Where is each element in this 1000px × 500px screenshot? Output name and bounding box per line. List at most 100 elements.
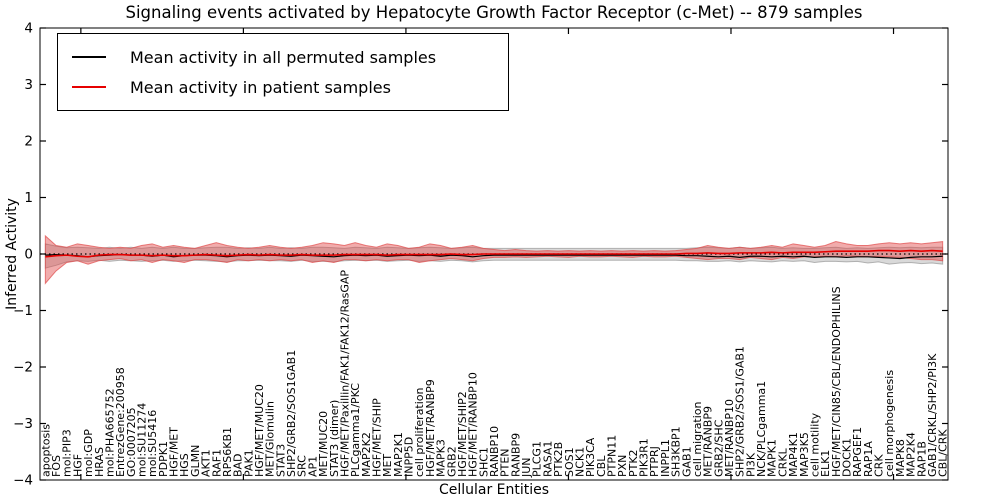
x-category-label: GLMN bbox=[189, 445, 202, 477]
x-category-label: PIK3CA bbox=[584, 437, 597, 477]
x-category-label: mol:PIP3 bbox=[61, 429, 74, 477]
x-category-label: HRAS bbox=[93, 447, 106, 477]
x-category-label: GO:0007205 bbox=[125, 407, 138, 477]
x-category-label: HGF/MET/RANBP9 bbox=[424, 379, 437, 477]
x-category-label: RAP1B bbox=[915, 441, 928, 477]
y-tick-label: 2 bbox=[24, 134, 33, 150]
x-category-label: MAP4K1 bbox=[787, 432, 800, 477]
y-tick-label: −1 bbox=[13, 303, 33, 319]
x-category-label: CRKL bbox=[776, 447, 789, 477]
x-category-label: MET/MUC20 bbox=[317, 411, 330, 477]
x-category-label: SRC bbox=[296, 455, 309, 477]
x-category-label: CBL/CRK bbox=[937, 429, 950, 477]
x-category-label: MET/Glomulin bbox=[264, 401, 277, 477]
y-tick-label: 1 bbox=[24, 190, 33, 206]
x-category-label: HGS bbox=[178, 453, 191, 477]
x-category-label: PIK3R1 bbox=[638, 438, 651, 477]
x-category-label: MET/RANBP9 bbox=[702, 406, 715, 477]
x-category-label: RAPGEF1 bbox=[851, 427, 864, 477]
chart-title: Signaling events activated by Hepatocyte… bbox=[125, 3, 863, 22]
x-category-label: INPP5D bbox=[403, 437, 416, 477]
patient-line-swatch bbox=[72, 86, 106, 88]
y-tick-label: 3 bbox=[24, 77, 33, 93]
x-category-label: MET/RANBP10 bbox=[723, 399, 736, 477]
x-category-label: NCK1 bbox=[573, 447, 586, 477]
x-category-label: cell proliferation bbox=[413, 387, 426, 477]
x-category-label: HGF/MET/Paxillin/FAK1/FAK12/RasGAP bbox=[338, 270, 351, 477]
x-category-label: cell motility bbox=[808, 412, 821, 477]
x-category-label: SH3KBP1 bbox=[670, 426, 683, 477]
x-category-label: MAPK8 bbox=[894, 439, 907, 477]
patient-band bbox=[44, 234, 944, 285]
x-category-label: AP1 bbox=[306, 456, 319, 477]
x-category-label: INPPL1 bbox=[659, 439, 672, 477]
x-category-label: FOS bbox=[50, 455, 63, 477]
x-category-label: cell morphogenesis bbox=[883, 370, 896, 477]
x-category-label: MAP3K5 bbox=[798, 432, 811, 477]
x-category-label: HGF/MET/MUC20 bbox=[253, 384, 266, 477]
x-category-label: mol:SU5416 bbox=[146, 410, 159, 477]
legend-label: Mean activity in all permuted samples bbox=[130, 47, 437, 67]
x-category-label: SHC1 bbox=[477, 447, 490, 477]
x-category-label: STAT3 (dimer) bbox=[328, 400, 341, 477]
x-category-label: HGF bbox=[71, 454, 84, 477]
x-category-label: GAB1/CRKL/SHP2/PI3K bbox=[926, 353, 939, 477]
x-category-label: SOS1 bbox=[563, 447, 576, 477]
y-axis-title: Inferred Activity bbox=[4, 198, 20, 310]
x-category-label: PI3K bbox=[744, 452, 757, 477]
y-tick-label: −4 bbox=[13, 473, 33, 489]
x-category-label: MAPK1 bbox=[766, 439, 779, 477]
x-category-label: PTK2 bbox=[627, 449, 640, 477]
x-category-label: PTEN bbox=[499, 448, 512, 477]
x-category-label: CRK bbox=[873, 454, 886, 477]
x-category-label: ELK1 bbox=[819, 450, 832, 477]
x-category-label: EntrezGene:200958 bbox=[114, 367, 127, 477]
x-category-label: RASA1 bbox=[541, 441, 554, 477]
x-category-label: MAP2K2 bbox=[360, 432, 373, 477]
x-category-label: apoptosis bbox=[39, 424, 52, 477]
legend: Mean activity in all permuted samples Me… bbox=[57, 33, 509, 111]
x-category-label: HGF/MET/SHIP2 bbox=[456, 391, 469, 477]
x-category-label: MET bbox=[381, 454, 394, 477]
x-category-label: mol:GDP bbox=[82, 429, 95, 477]
x-category-label: PTPN11 bbox=[606, 435, 619, 477]
y-tick-label: −3 bbox=[13, 416, 33, 432]
permuted-line-swatch bbox=[72, 56, 106, 58]
x-category-label: DOCK1 bbox=[841, 438, 854, 477]
x-category-label: PLCgamma1/PKC bbox=[349, 383, 362, 477]
x-category-label: RANBP9 bbox=[509, 433, 522, 477]
x-category-label: GRB2 bbox=[445, 446, 458, 477]
y-ticks: 4 3 2 1 0 −1 −2 −3 −4 bbox=[13, 21, 948, 489]
x-category-label: HGF/MET/CIN85/CBL/ENDOPHILINS bbox=[830, 286, 843, 477]
legend-label: Mean activity in patient samples bbox=[130, 77, 391, 97]
x-category-label: MAP2K1 bbox=[392, 432, 405, 477]
x-category-label: GRB2/SHC bbox=[712, 419, 725, 477]
x-category-label: PTPRJ bbox=[648, 446, 661, 477]
x-category-label: mol:SU11274 bbox=[135, 403, 148, 477]
x-category-label: NCK/PLCgamma1 bbox=[755, 381, 768, 477]
x-category-label: MAP2K4 bbox=[905, 432, 918, 477]
x-category-label: MAPK3 bbox=[435, 439, 448, 477]
x-category-label: HGF/MET/SHIP bbox=[370, 398, 383, 477]
x-category-label: mol:PHA665752 bbox=[103, 388, 116, 477]
legend-item-permuted: Mean activity in all permuted samples bbox=[72, 42, 498, 72]
x-category-label: RANBP10 bbox=[488, 426, 501, 477]
legend-item-patient: Mean activity in patient samples bbox=[72, 72, 498, 102]
x-category-label: STAT3 bbox=[274, 444, 287, 477]
x-category-label: BAD bbox=[232, 453, 245, 477]
x-category-label: PTK2B bbox=[552, 442, 565, 477]
x-category-labels: apoptosisFOSmol:PIP3HGFmol:GDPHRASmol:PH… bbox=[39, 270, 949, 478]
x-category-label: JUN bbox=[520, 457, 533, 478]
y-tick-label: −2 bbox=[13, 360, 33, 376]
x-category-label: cell migration bbox=[691, 401, 704, 477]
x-category-label: PXN bbox=[616, 455, 629, 477]
y-tick-label: 4 bbox=[24, 21, 33, 37]
patient-mean-line bbox=[45, 249, 943, 258]
x-category-label: PLCG1 bbox=[531, 441, 544, 477]
x-category-label: SHP2/GRB2/SOS1/GAB1 bbox=[734, 346, 747, 477]
x-category-label: HGF/MET/RANBP10 bbox=[467, 372, 480, 477]
x-category-label: GAB1 bbox=[680, 446, 693, 477]
x-category-label: RAF1 bbox=[210, 449, 223, 477]
